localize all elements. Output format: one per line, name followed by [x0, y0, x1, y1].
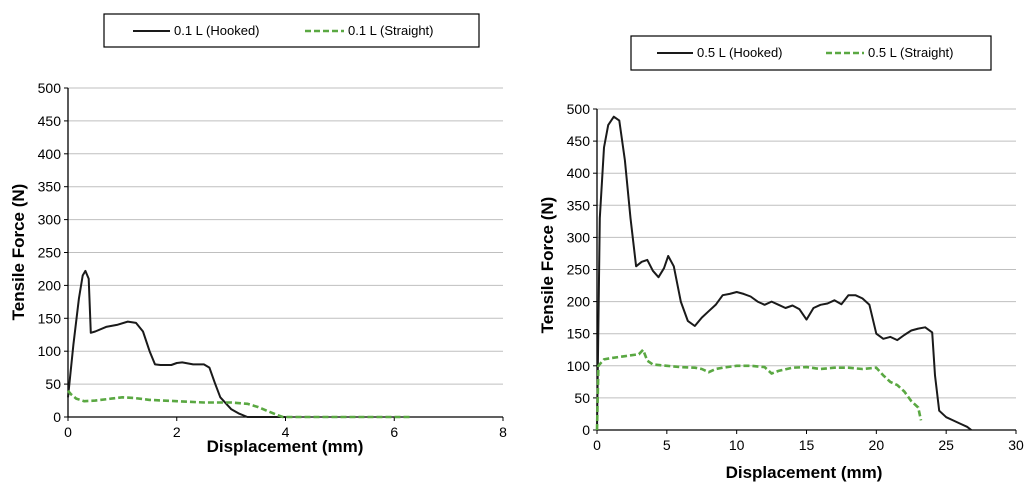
x-tick-label-right: 20	[869, 437, 885, 453]
y-tick-label-left: 400	[38, 146, 62, 162]
x-tick-label-left: 6	[390, 424, 398, 440]
series-line-hooked-right	[596, 115, 972, 431]
y-axis-title-left: Tensile Force (N)	[9, 184, 28, 321]
y-tick-label-left: 300	[38, 212, 62, 228]
x-tick-label-left: 0	[64, 424, 72, 440]
x-tick-label-right: 0	[593, 437, 601, 453]
chart-left: 0.1 L (Hooked) 0.1 L (Straight) 0 50 100 15…	[9, 13, 507, 456]
y-tick-label-right: 300	[567, 229, 591, 245]
x-tick-label-right: 30	[1008, 437, 1024, 453]
legend-label-hooked-left: 0.1 L (Hooked)	[174, 23, 260, 38]
x-tick-label-right: 15	[799, 437, 815, 453]
legend-label-straight-left: 0.1 L (Straight)	[348, 23, 434, 38]
legend-entry-hooked-right: 0.5 L (Hooked)	[657, 45, 783, 60]
y-tick-label-left: 100	[38, 343, 62, 359]
y-tick-label-right: 50	[574, 390, 590, 406]
legend-entry-straight-left: 0.1 L (Straight)	[305, 23, 434, 38]
y-tick-label-left: 250	[38, 245, 62, 261]
y-tick-label-left: 200	[38, 277, 62, 293]
y-tick-label-left: 500	[38, 80, 62, 96]
legend-label-straight-right: 0.5 L (Straight)	[868, 45, 954, 60]
plot-area-right: 0 50 100 150 200 250 300 350 400 450 500 0 5 10 15 20 25…	[567, 101, 1024, 453]
y-tick-label-left: 50	[45, 376, 61, 392]
legend-entry-straight-right: 0.5 L (Straight)	[826, 45, 954, 60]
y-tick-label-left: 350	[38, 179, 62, 195]
y-tick-label-right: 100	[567, 358, 591, 374]
y-tick-label-left: 150	[38, 310, 62, 326]
plot-area-left: 0 50 100 150 200 250 300 350 400 450 500 0 2 4 6 8	[38, 80, 507, 440]
x-axis-title-right: Displacement (mm)	[726, 463, 883, 482]
x-tick-label-right: 10	[729, 437, 745, 453]
series-line-straight-left	[66, 389, 411, 419]
y-tick-label-right: 500	[567, 101, 591, 117]
y-tick-label-right: 150	[567, 326, 591, 342]
x-tick-label-left: 4	[282, 424, 290, 440]
chart-right: 0.5 L (Hooked) 0.5 L (Straight) 05010015…	[538, 35, 1024, 482]
series-line-straight-right	[595, 348, 923, 431]
legend-entry-hooked-left: 0.1 L (Hooked)	[133, 23, 260, 38]
x-tick-label-left: 8	[499, 424, 507, 440]
x-tick-label-right: 25	[938, 437, 954, 453]
y-tick-label-right: 0	[582, 422, 590, 438]
y-tick-label-right: 200	[567, 294, 591, 310]
x-tick-label-left: 2	[173, 424, 181, 440]
y-tick-label-right: 400	[567, 165, 591, 181]
x-tick-label-right: 5	[663, 437, 671, 453]
x-axis-title-left: Displacement (mm)	[207, 437, 364, 456]
y-tick-label-right: 450	[567, 133, 591, 149]
y-tick-label-left: 0	[53, 409, 61, 425]
y-tick-label-right: 350	[567, 197, 591, 213]
legend-label-hooked-right: 0.5 L (Hooked)	[697, 45, 783, 60]
series-line-hooked-left	[67, 269, 286, 418]
y-axis-title-right: Tensile Force (N)	[538, 197, 557, 334]
y-tick-label-right: 250	[567, 262, 591, 278]
y-tick-label-left: 450	[38, 113, 62, 129]
